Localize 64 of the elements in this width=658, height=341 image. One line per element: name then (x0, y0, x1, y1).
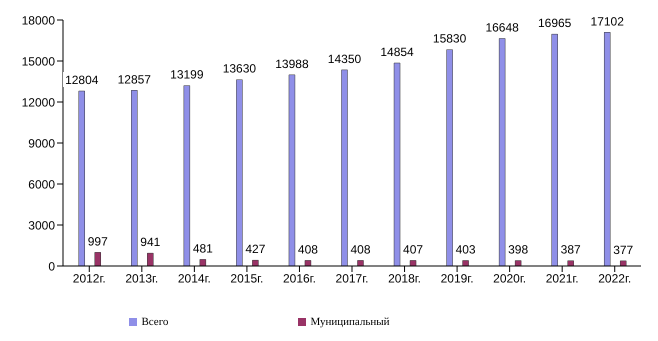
bar (200, 259, 206, 266)
legend-label: Всего (141, 316, 168, 328)
x-tick-label: 2016г. (282, 272, 316, 286)
legend-label: Муниципальный (310, 316, 390, 328)
x-tick-label: 2013г. (125, 272, 158, 286)
data-label: 16648 (485, 20, 520, 34)
data-label: 387 (560, 242, 582, 257)
bar (236, 79, 243, 266)
data-label: 14854 (380, 44, 414, 59)
bar (94, 252, 102, 266)
bar (498, 38, 506, 266)
data-label: 15830 (432, 32, 467, 46)
data-label: 997 (88, 234, 108, 248)
bar (341, 70, 348, 266)
x-tick-label: 2019г. (440, 272, 474, 286)
bar (567, 260, 574, 266)
bar (252, 260, 259, 266)
x-tick-label: 2014г. (178, 272, 211, 286)
bar (410, 260, 416, 266)
x-tick-label: 2017г. (336, 272, 368, 286)
bar (394, 62, 400, 266)
data-label: 12857 (118, 72, 152, 86)
data-label: 16965 (538, 16, 572, 30)
data-label: 13199 (170, 68, 204, 82)
y-tick-label: 0 (48, 259, 56, 274)
bar (78, 90, 86, 266)
data-label: 377 (613, 242, 634, 257)
bar (551, 34, 558, 266)
data-label: 427 (245, 242, 266, 256)
x-tick-label: 2022г. (598, 272, 632, 286)
data-label: 17102 (590, 14, 624, 28)
y-tick-label: 9000 (28, 136, 56, 150)
bar (357, 260, 364, 266)
y-tick-label: 12000 (22, 95, 56, 110)
x-tick-label: 2020г. (493, 272, 526, 286)
bar (184, 85, 190, 266)
x-tick-label: 2018г. (388, 272, 422, 286)
x-tick-label: 2021г. (546, 272, 579, 286)
bar (604, 32, 610, 266)
x-tick-label: 2015г. (230, 272, 264, 286)
data-label: 481 (192, 241, 214, 256)
data-label: 408 (350, 242, 371, 256)
bar (620, 260, 626, 266)
bar (446, 49, 453, 266)
bar (514, 260, 522, 266)
bar (288, 74, 296, 266)
data-label: 408 (298, 242, 318, 256)
data-label: 941 (140, 235, 161, 250)
data-label: 13988 (275, 56, 309, 71)
y-tick-label: 3000 (28, 218, 56, 232)
data-label: 13630 (222, 62, 256, 76)
y-tick-label: 18000 (22, 13, 56, 28)
y-tick-label: 15000 (22, 54, 56, 68)
data-label: 14350 (328, 52, 362, 66)
data-label: 398 (508, 242, 528, 257)
bar (131, 90, 138, 266)
data-label: 407 (403, 242, 424, 256)
bar (147, 252, 154, 266)
y-tick-label: 6000 (28, 177, 56, 192)
bar (304, 260, 312, 266)
data-label: 12804 (65, 73, 99, 88)
data-label: 403 (456, 242, 476, 256)
bar (462, 260, 469, 266)
x-tick-label: 2012г. (72, 272, 106, 286)
